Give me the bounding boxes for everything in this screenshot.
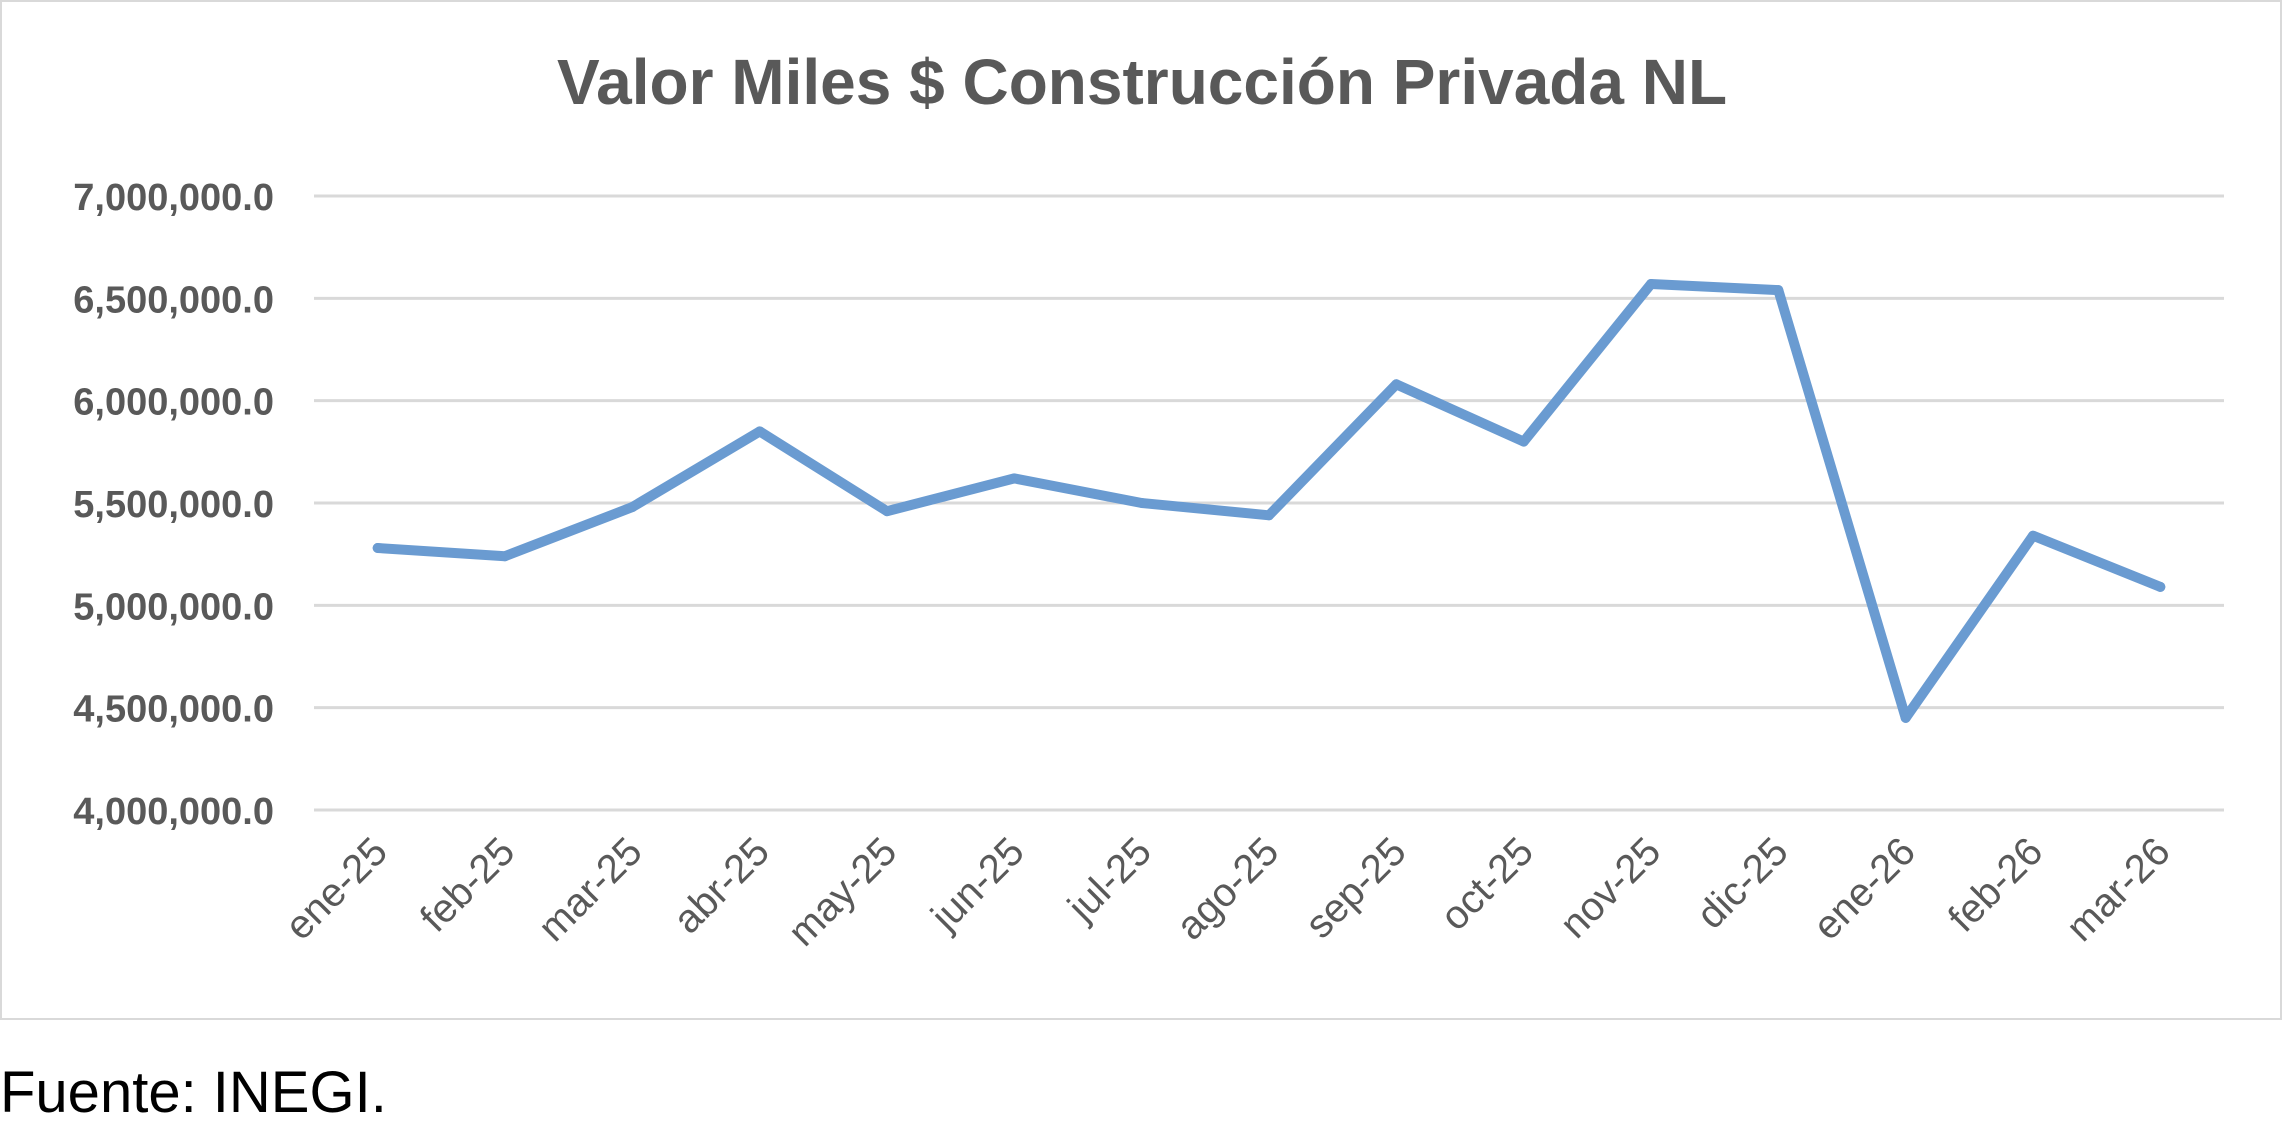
y-tick-label: 6,000,000.0 — [73, 382, 274, 424]
x-tick-label: feb-26 — [1940, 829, 2051, 940]
data-point — [1391, 379, 1402, 390]
x-tick-label: sep-25 — [1297, 829, 1415, 947]
data-point — [1009, 473, 1020, 484]
data-point — [500, 551, 510, 562]
series-layer — [372, 279, 2166, 723]
data-point — [1646, 279, 1656, 290]
x-tick-label: nov-25 — [1552, 829, 1670, 947]
chart-area: Valor Miles $ Construcción Privada NL 4,… — [0, 0, 2282, 1020]
y-tick-label: 4,500,000.0 — [73, 689, 274, 731]
x-tick-label: abr-25 — [665, 829, 778, 942]
x-tick-label: mar-25 — [530, 829, 651, 950]
x-axis-tick-labels: ene-25 feb-25 mar-25 abr-25 may-25 jun-25 jul-… — [277, 829, 2179, 954]
data-point — [1136, 498, 1147, 508]
source-note: Fuente: INEGI. — [0, 1060, 387, 1125]
y-tick-label: 7,000,000.0 — [73, 177, 274, 219]
x-tick-label: ene-26 — [1805, 829, 1924, 948]
data-point — [2155, 581, 2166, 592]
x-tick-label: feb-25 — [412, 829, 523, 940]
x-tick-label: jun-25 — [922, 829, 1032, 939]
x-tick-label: oct-25 — [1432, 829, 1542, 939]
x-tick-label: mar-26 — [2058, 829, 2179, 950]
data-point — [2028, 530, 2038, 541]
x-tick-label: may-25 — [780, 829, 905, 954]
x-tick-label: ene-25 — [277, 829, 396, 948]
data-point — [1264, 510, 1274, 521]
data-point — [1518, 436, 1529, 447]
data-point — [1900, 712, 1911, 723]
x-tick-label: ago-25 — [1168, 829, 1287, 948]
data-point — [372, 543, 383, 554]
y-tick-label: 4,000,000.0 — [73, 791, 274, 833]
x-tick-label: dic-25 — [1689, 829, 1797, 937]
data-point — [627, 502, 638, 513]
y-tick-label: 6,500,000.0 — [73, 279, 274, 321]
y-tick-label: 5,000,000.0 — [73, 586, 274, 628]
line-chart: Valor Miles $ Construcción Privada NL 4,… — [73, 46, 2224, 955]
x-tick-label: jul-25 — [1059, 829, 1160, 930]
data-point — [1773, 285, 1784, 296]
series-line — [372, 279, 2166, 723]
data-point — [754, 426, 765, 437]
chart-title: Valor Miles $ Construcción Privada NL — [557, 46, 1727, 118]
gridlines — [314, 194, 2224, 812]
y-tick-label: 5,500,000.0 — [73, 484, 274, 526]
y-axis-tick-labels: 4,000,000.0 4,500,000.0 5,000,000.0 5,500,0… — [73, 177, 274, 833]
data-point — [882, 506, 892, 517]
